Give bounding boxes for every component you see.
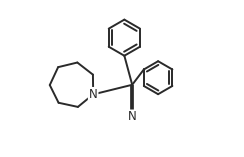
Text: N: N (128, 111, 137, 123)
Text: N: N (89, 88, 98, 101)
